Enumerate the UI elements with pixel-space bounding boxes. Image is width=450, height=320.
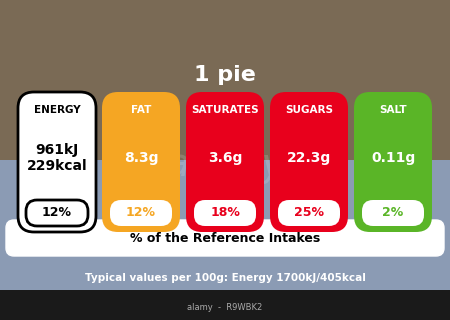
Text: 3.6g: 3.6g [208,151,242,165]
Text: SUGARS: SUGARS [285,105,333,115]
Text: alamy  -  R9WBK2: alamy - R9WBK2 [187,303,263,313]
FancyBboxPatch shape [0,290,450,320]
Text: 2%: 2% [382,206,404,220]
FancyBboxPatch shape [102,92,180,232]
Text: 12%: 12% [126,206,156,220]
Text: FAT: FAT [131,105,151,115]
FancyBboxPatch shape [6,220,444,256]
Text: 12%: 12% [42,206,72,220]
FancyBboxPatch shape [18,92,96,232]
Text: alamy: alamy [165,146,285,184]
Text: 22.3g: 22.3g [287,151,331,165]
Text: 961kJ
229kcal: 961kJ 229kcal [27,143,87,173]
Text: 1 pie: 1 pie [194,65,256,85]
FancyBboxPatch shape [354,92,432,232]
Text: Typical values per 100g: Energy 1700kJ/405kcal: Typical values per 100g: Energy 1700kJ/4… [85,273,365,283]
Text: ENERGY: ENERGY [34,105,80,115]
Text: 18%: 18% [210,206,240,220]
Text: SATURATES: SATURATES [191,105,259,115]
Text: % of the Reference Intakes: % of the Reference Intakes [130,231,320,244]
Text: SALT: SALT [379,105,407,115]
Text: 0.11g: 0.11g [371,151,415,165]
FancyBboxPatch shape [278,200,340,226]
FancyBboxPatch shape [194,200,256,226]
FancyBboxPatch shape [362,200,424,226]
FancyBboxPatch shape [26,200,88,226]
FancyBboxPatch shape [186,92,264,232]
Text: 8.3g: 8.3g [124,151,158,165]
FancyBboxPatch shape [0,0,450,160]
FancyBboxPatch shape [270,92,348,232]
Text: 25%: 25% [294,206,324,220]
FancyBboxPatch shape [110,200,172,226]
